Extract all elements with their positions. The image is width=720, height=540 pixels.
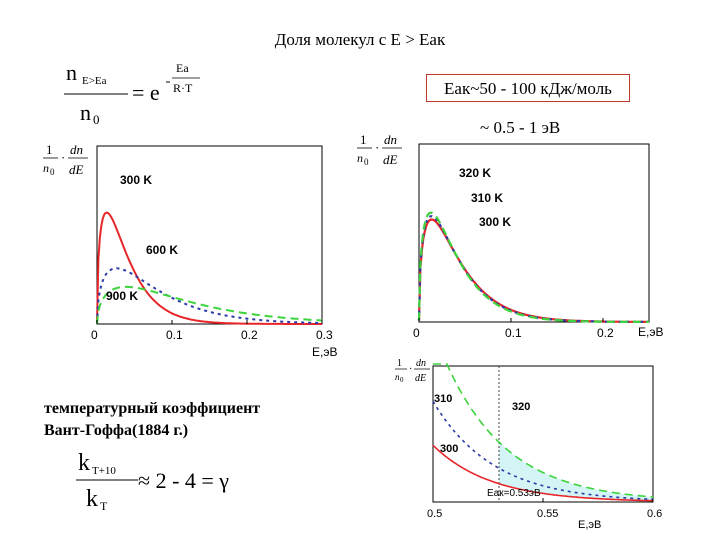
ylabel-dn: dn bbox=[416, 358, 426, 369]
ylabel-one: 1 bbox=[360, 132, 367, 147]
series-label-310: 310 bbox=[434, 393, 452, 405]
chart2-frame bbox=[418, 143, 650, 323]
series-label-600-K: 600 K bbox=[146, 243, 178, 257]
x-tick-label: 0.1 bbox=[505, 326, 522, 340]
ylabel-de: dE bbox=[415, 373, 426, 384]
ylabel-dot: · bbox=[61, 150, 65, 165]
chart1-frame bbox=[96, 145, 323, 325]
vh-num-sub: T+10 bbox=[92, 465, 116, 477]
x-tick-label: 0.3 bbox=[316, 328, 333, 342]
ylabel-chart1: 1 n 0 · dn dE bbox=[43, 142, 88, 177]
series-label-320-K: 320 K bbox=[459, 166, 491, 180]
series-line-300-K bbox=[417, 211, 649, 323]
vh-num-k: k bbox=[78, 450, 90, 476]
formula-eq-e: = e bbox=[132, 80, 160, 105]
formula-exp-den: R·T bbox=[173, 81, 193, 95]
ylabel-dot: · bbox=[375, 140, 379, 155]
series-label-300-K: 300 K bbox=[479, 215, 511, 229]
x-tick-label: 0 bbox=[91, 328, 98, 342]
x-tick-label: 0.55 bbox=[537, 508, 558, 520]
series-label-900-K: 900 K bbox=[106, 289, 138, 303]
series-label-320: 320 bbox=[512, 401, 530, 413]
slide-title: Доля молекул с Е > Еак bbox=[274, 30, 446, 49]
ea-annotation-label: Еак=0.53эВ bbox=[487, 488, 541, 499]
vant-hoff-caption: температурный коэффициент Вант-Гоффа(188… bbox=[44, 398, 260, 442]
ylabel-n0-sub: 0 bbox=[364, 157, 369, 167]
x-tick-label: 0.2 bbox=[241, 328, 258, 342]
ylabel-n0-sub: 0 bbox=[50, 167, 55, 177]
shaded-area-above-ea bbox=[499, 442, 653, 501]
chart2-xlabel: E,эВ bbox=[638, 325, 663, 339]
series-line-310 bbox=[432, 400, 654, 501]
vant-hoff-line1: температурный коэффициент bbox=[44, 400, 261, 417]
chart-high-energy-tail: 300 310 320 Еак=0.53эВ 0.5 0.55 0.6 E,эВ bbox=[427, 363, 662, 530]
ylabel-chart2: 1 n 0 · dn dE bbox=[357, 132, 402, 167]
x-tick-label: 0 bbox=[413, 326, 420, 340]
formula-exp-num: Eа bbox=[176, 61, 189, 75]
series-line-900-K bbox=[96, 285, 322, 324]
x-tick-label: 0.2 bbox=[597, 326, 614, 340]
series-label-310-K: 310 K bbox=[471, 191, 503, 205]
chart3-xlabel: E,эВ bbox=[578, 519, 601, 530]
x-tick-label: 0.6 bbox=[647, 508, 662, 520]
vh-den-k: k bbox=[86, 486, 98, 512]
vant-hoff-line2: Вант-Гоффа(1884 г.) bbox=[44, 422, 189, 439]
ylabel-one: 1 bbox=[46, 142, 53, 157]
ylabel-dn: dn bbox=[384, 132, 397, 147]
chart-temperature-distribution: 300 K 600 K 900 K 0 0.1 0.2 0.3 E,эВ bbox=[91, 145, 337, 359]
ylabel-one: 1 bbox=[397, 358, 402, 369]
ylabel-n0: n bbox=[357, 151, 363, 165]
formula-den-n: n bbox=[80, 100, 91, 125]
x-tick-label: 0.5 bbox=[427, 508, 442, 520]
formula-n-sub: E>Eа bbox=[82, 75, 107, 87]
boltzmann-formula: n E>Eа n 0 = e Eа R·T bbox=[64, 60, 200, 126]
ylabel-n0-sub: 0 bbox=[400, 376, 404, 384]
chart-narrow-temperature: 320 K 310 K 300 K 0 0.1 0.2 E,эВ bbox=[413, 143, 663, 340]
ylabel-n0: n bbox=[395, 372, 400, 382]
series-line-320-K bbox=[417, 218, 649, 323]
ylabel-chart3: 1 n 0 · dn dE bbox=[395, 358, 430, 384]
series-line-300 bbox=[432, 444, 653, 502]
energy-range-ev: ~ 0.5 - 1 эВ bbox=[480, 118, 561, 137]
series-line-300-K bbox=[96, 211, 322, 325]
series-label-300: 300 bbox=[440, 443, 458, 455]
ylabel-dot: · bbox=[409, 364, 412, 375]
vh-rhs: ≈ 2 - 4 = γ bbox=[138, 468, 229, 493]
series-line-310-K bbox=[417, 215, 649, 323]
vant-hoff-formula: k T+10 k T ≈ 2 - 4 = γ bbox=[76, 450, 229, 513]
vh-den-sub: T bbox=[100, 499, 108, 513]
ylabel-de: dE bbox=[69, 162, 84, 177]
series-label-300-K: 300 K bbox=[120, 173, 152, 187]
x-tick-label: 0.1 bbox=[166, 328, 183, 342]
formula-n: n bbox=[66, 60, 77, 85]
formula-den-sub: 0 bbox=[93, 112, 100, 126]
series-line-320 bbox=[433, 363, 654, 498]
chart1-xlabel: E,эВ bbox=[312, 345, 337, 359]
activation-energy-box: Еак~50 - 100 кДж/моль bbox=[426, 74, 630, 102]
ylabel-dn: dn bbox=[70, 142, 83, 157]
ylabel-n0: n bbox=[43, 161, 49, 175]
ylabel-de: dE bbox=[383, 152, 398, 167]
